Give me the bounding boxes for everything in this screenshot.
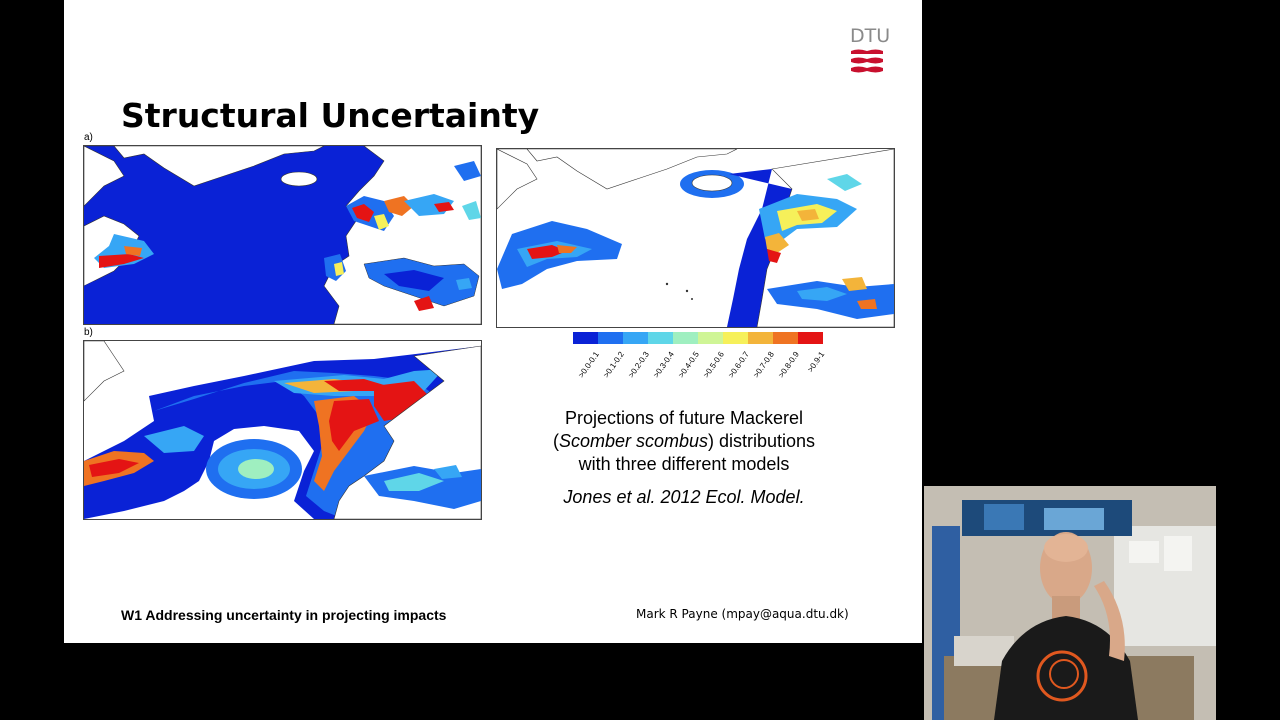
legend-tick: >0.6-0.7 <box>723 346 751 384</box>
legend-tick: >0.7-0.8 <box>748 346 776 384</box>
legend-swatches <box>573 332 823 344</box>
legend-tick: >0.9-1 <box>798 346 827 384</box>
legend-swatch <box>698 332 723 344</box>
footer-course-title: W1 Addressing uncertainty in projecting … <box>121 607 447 623</box>
caption-line-2-suffix: ) distributions <box>708 431 816 451</box>
legend-swatch <box>598 332 623 344</box>
legend-tick: >0.3-0.4 <box>648 346 676 384</box>
caption-line-2: (Scomber scombus) distributions <box>534 430 834 453</box>
citation: Jones et al. 2012 Ecol. Model. <box>563 487 805 507</box>
legend-swatch <box>623 332 648 344</box>
presentation-slide: DTU Structural Uncertainty a) b) <box>64 0 922 643</box>
presenter-video-icon <box>924 486 1216 720</box>
dtu-emblem-icon <box>851 49 883 73</box>
legend-swatch <box>798 332 823 344</box>
presenter-webcam <box>924 486 1216 720</box>
legend-tick-label: >0.9-1 <box>805 350 827 374</box>
caption-paren-open: ( <box>552 431 559 451</box>
legend-swatch <box>573 332 598 344</box>
footer-author: Mark R Payne (mpay@aqua.dtu.dk) <box>636 607 849 621</box>
legend-tick: >0.2-0.3 <box>623 346 651 384</box>
legend-tick: >0.4-0.5 <box>673 346 701 384</box>
slide-title: Structural Uncertainty <box>121 96 540 135</box>
map-panel-c <box>496 148 895 328</box>
legend-swatch <box>673 332 698 344</box>
species-name: Scomber scombus <box>558 431 708 451</box>
dtu-logo: DTU <box>850 25 891 78</box>
legend-swatch <box>773 332 798 344</box>
caption-line-3: with three different models <box>578 454 790 474</box>
legend-tick: >0.5-0.6 <box>698 346 726 384</box>
legend-labels: >0.0-0.1 >0.1-0.2 >0.2-0.3 >0.3-0.4 >0.4-0.5… <box>573 346 827 384</box>
legend-swatch <box>748 332 773 344</box>
legend-swatch <box>723 332 748 344</box>
panel-label-b: b) <box>84 327 93 338</box>
legend-swatch <box>648 332 673 344</box>
caption-line-1: Projections of future Mackerel <box>564 408 804 428</box>
legend-tick: >0.1-0.2 <box>598 346 626 384</box>
legend-tick: >0.0-0.1 <box>573 346 601 384</box>
legend-tick: >0.8-0.9 <box>773 346 801 384</box>
map-panel-b <box>83 340 482 520</box>
map-panel-a <box>83 145 482 325</box>
color-scale-legend: >0.0-0.1 >0.1-0.2 >0.2-0.3 >0.3-0.4 >0.4-0.5… <box>573 332 827 384</box>
figure-caption: Projections of future Mackerel (Scomber … <box>534 407 834 476</box>
logo-text: DTU <box>850 25 891 47</box>
panel-label-a: a) <box>84 132 93 143</box>
